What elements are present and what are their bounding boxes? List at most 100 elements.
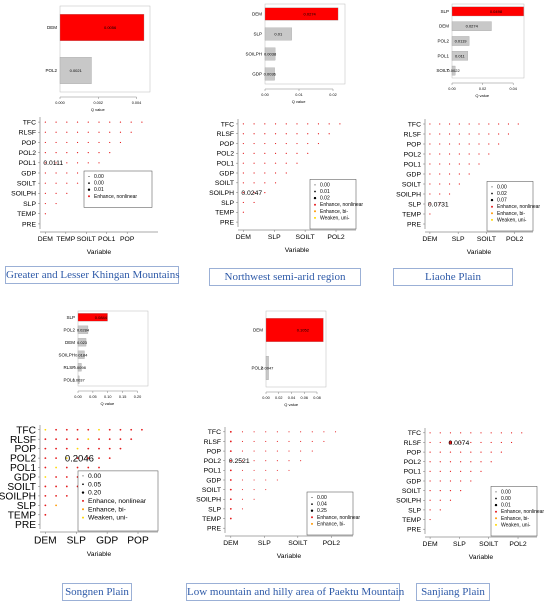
matrix-point: [229, 450, 232, 452]
matrix-row-label: POP: [407, 141, 422, 148]
matrix-row-label: POL2: [404, 459, 422, 466]
matrix-point: [76, 121, 79, 123]
matrix-row-label: PRE: [22, 221, 36, 228]
matrix-row-label: PRE: [15, 520, 36, 531]
matrix-point: [317, 133, 320, 135]
matrix-row-label: POP: [207, 448, 222, 455]
legend-swatch: [81, 491, 85, 494]
matrix-point: [460, 432, 462, 434]
bar-value-label: 0.0498: [490, 9, 503, 14]
bar-category-label: SOILPH: [245, 52, 262, 57]
bar-value-label: 0.023: [77, 340, 88, 345]
matrix-point: [44, 447, 47, 450]
bar-x-tick-label: 0.00: [261, 93, 268, 97]
matrix-point: [65, 457, 68, 459]
matrix-point: [439, 153, 441, 155]
matrix-point: [288, 460, 290, 462]
matrix-x-tick-label: SOILT: [477, 236, 496, 243]
bar-pol1: [451, 51, 468, 61]
matrix-point: [119, 121, 122, 123]
matrix-row-label: TEMP: [402, 517, 421, 524]
matrix-point: [439, 193, 441, 195]
matrix-point: [480, 461, 482, 463]
matrix-point: [288, 450, 290, 452]
legend-swatch: [311, 516, 313, 519]
matrix-point: [264, 142, 266, 145]
matrix-point: [65, 438, 68, 441]
bar-x-tick-label: 0.10: [104, 395, 111, 399]
matrix-point: [439, 480, 441, 482]
matrix-row-label: POL2: [404, 151, 422, 158]
matrix-point: [66, 131, 68, 133]
matrix-x-tick-label: SOILT: [77, 236, 96, 243]
matrix-point: [242, 152, 244, 154]
matrix-point: [253, 460, 255, 462]
matrix-point: [119, 428, 122, 431]
legend-swatch: [311, 522, 313, 525]
matrix-point: [87, 457, 90, 459]
matrix-point: [458, 183, 460, 185]
bar-value-label: 0.0274: [304, 12, 317, 17]
matrix-point: [307, 142, 309, 145]
matrix-point: [44, 495, 47, 497]
bar-value-label: 0.0056: [104, 25, 117, 30]
bar-pol2: [59, 57, 92, 84]
matrix-point: [311, 431, 313, 433]
bar-x-tick-label: 0.002: [93, 101, 103, 105]
matrix-x-tick-label: TEMP: [56, 236, 75, 243]
matrix-point: [429, 509, 431, 511]
legend-entry: Weaken, uni-: [497, 217, 527, 223]
legend-entry: Enhance, nonlinear: [320, 202, 363, 208]
matrix-point: [328, 133, 330, 135]
matrix-row-label: GDP: [21, 170, 36, 177]
legend-entry: 0.01: [94, 187, 104, 193]
matrix-point: [296, 142, 298, 145]
matrix-x-tick-label: DEM: [422, 236, 437, 243]
matrix-point: [87, 141, 89, 144]
matrix-point: [253, 479, 255, 481]
bar-frame: [77, 310, 149, 387]
matrix-point: [448, 133, 451, 135]
matrix-point: [241, 469, 244, 471]
legend-box: [83, 170, 153, 208]
matrix-point: [66, 121, 68, 123]
matrix-point: [253, 162, 255, 164]
bar-value-label: 0.0021: [70, 68, 83, 73]
matrix-point: [429, 518, 431, 521]
matrix-point: [242, 142, 244, 145]
matrix-point: [458, 133, 460, 135]
matrix-point: [241, 489, 244, 491]
bar-x-tick-label: 0.05: [89, 395, 96, 399]
matrix-row-label: GDP: [406, 478, 421, 485]
matrix-point: [66, 141, 68, 144]
matrix-point: [429, 441, 431, 444]
matrix-point: [265, 469, 267, 471]
matrix-annotation: 0.0074: [448, 440, 469, 447]
matrix-point: [229, 517, 232, 520]
legend-swatch: [82, 483, 84, 486]
bar-x-tick-label: 0.06: [301, 396, 308, 400]
legend-entry: 0.04: [317, 502, 327, 508]
matrix-point: [429, 499, 431, 501]
bar-dem: [77, 338, 87, 347]
matrix-row-label: RLSF: [204, 439, 221, 446]
legend-entry: Enhance, bi-: [317, 521, 345, 527]
matrix-row-label: RLSF: [10, 435, 36, 446]
matrix-row-label: PRE: [220, 219, 234, 226]
matrix-point: [429, 480, 431, 482]
bar-category-label: DEM: [47, 25, 57, 30]
bar-x-axis-title: Q value: [91, 107, 106, 112]
matrix-point: [66, 172, 68, 174]
legend-box: [309, 179, 357, 230]
matrix-point: [478, 123, 480, 125]
matrix-point: [76, 182, 79, 184]
matrix-row-label: SLP: [408, 507, 421, 514]
bar-value-label: 0.1052: [297, 328, 310, 333]
legend-swatch: [82, 499, 84, 502]
matrix-point: [241, 450, 244, 452]
matrix-point: [458, 163, 460, 165]
bar-category-label: SOILT: [436, 68, 449, 73]
matrix-point: [229, 479, 232, 481]
matrix-x-tick-label: SOILT: [288, 540, 307, 547]
